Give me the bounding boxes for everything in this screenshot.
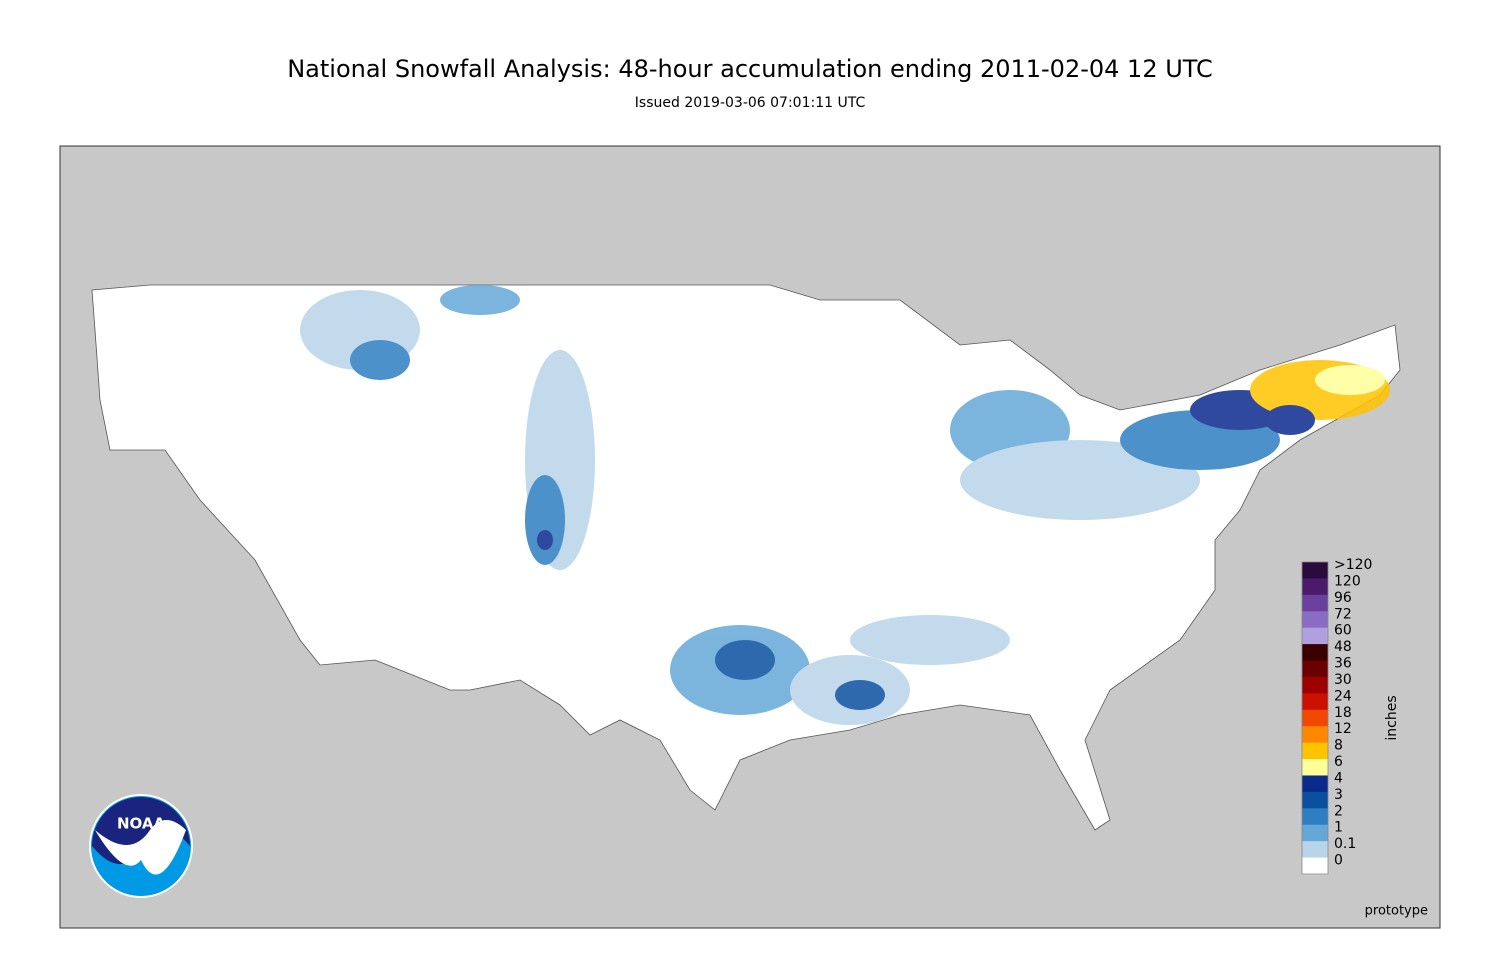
snow-areas [300, 285, 1390, 725]
colorbar-label: 96 [1334, 590, 1352, 606]
colorbar-label: 36 [1334, 656, 1352, 672]
legend-unit: inches [1384, 695, 1400, 740]
colorbar-swatch [1302, 726, 1328, 744]
colorbar-label: 8 [1334, 738, 1343, 754]
colorbar-label: 24 [1334, 688, 1352, 704]
logo-text: NOAA [117, 815, 166, 833]
colorbar-label: 1 [1334, 820, 1343, 836]
colorbar-swatch [1302, 676, 1328, 694]
colorbar-label: 6 [1334, 754, 1343, 770]
colorbar-label: 120 [1334, 573, 1361, 589]
colorbar-swatch [1302, 611, 1328, 629]
colorbar-label: 48 [1334, 639, 1352, 655]
colorbar-label: 0 [1334, 853, 1343, 869]
colorbar-label: 2 [1334, 803, 1343, 819]
colorbar-swatch [1302, 578, 1328, 596]
colorbar-label: 60 [1334, 623, 1352, 639]
colorbar-swatch [1302, 627, 1328, 645]
noaa-logo: NOAA [89, 794, 193, 898]
colorbar-swatch [1302, 775, 1328, 793]
colorbar-swatch [1302, 644, 1328, 662]
colorbar-label: >120 [1334, 557, 1372, 573]
us-land [91, 284, 1401, 831]
colorbar-swatch [1302, 709, 1328, 727]
colorbar-label: 4 [1334, 770, 1343, 786]
colorbar-swatch [1302, 841, 1328, 859]
colorbar-swatch [1302, 742, 1328, 760]
colorbar-swatch [1302, 808, 1328, 826]
colorbar-label: 12 [1334, 721, 1352, 737]
colorbar-swatch [1302, 660, 1328, 678]
colorbar-label: 3 [1334, 787, 1343, 803]
colorbar-swatch [1302, 857, 1328, 875]
note: prototype [1365, 904, 1428, 919]
colorbar-swatch [1302, 562, 1328, 579]
title: National Snowfall Analysis: 48-hour accu… [287, 55, 1213, 83]
colorbar-swatch [1302, 759, 1328, 776]
colorbar-swatch [1302, 594, 1328, 612]
colorbar-label: 18 [1334, 705, 1352, 721]
colorbar-swatch [1302, 824, 1328, 842]
colorbar-swatch [1302, 791, 1328, 809]
subtitle: Issued 2019-03-06 07:01:11 UTC [635, 95, 866, 111]
colorbar-frame [1301, 561, 1329, 875]
map [59, 145, 1441, 929]
colorbar-label: 30 [1334, 672, 1352, 688]
colorbar-label: 0.1 [1334, 836, 1356, 852]
colorbar-label: 72 [1334, 606, 1352, 622]
colorbar-swatch [1302, 693, 1328, 711]
